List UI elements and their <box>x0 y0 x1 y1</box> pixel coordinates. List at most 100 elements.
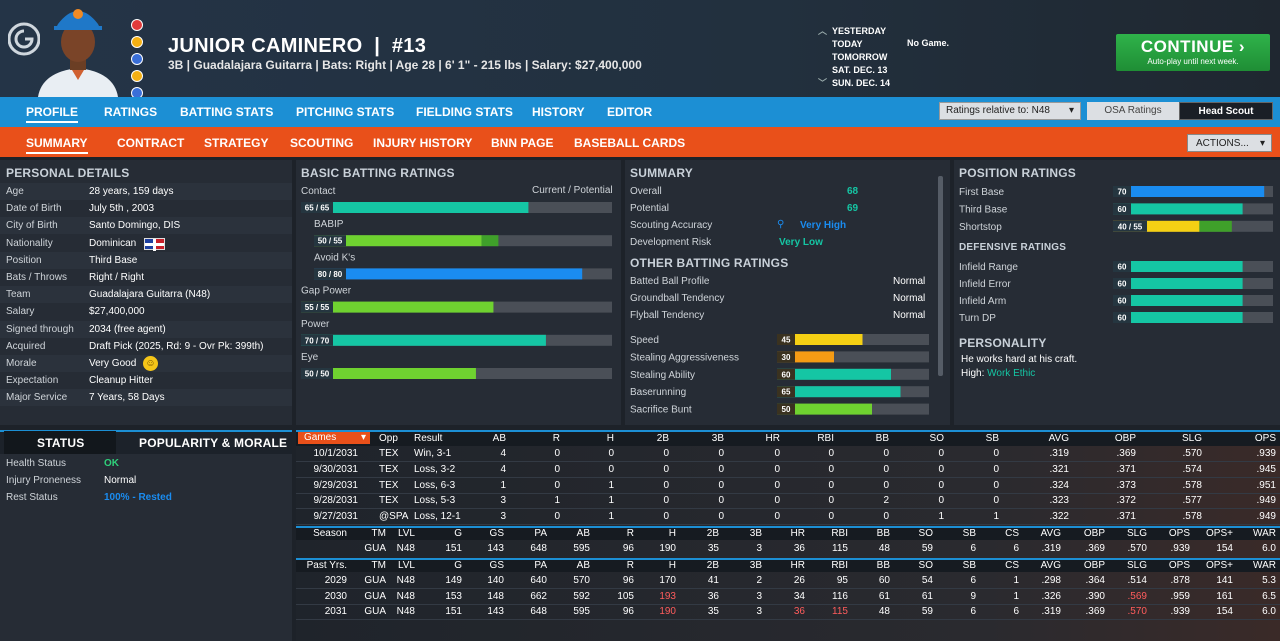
summary-scrollbar[interactable] <box>937 164 945 422</box>
game-logo-icon[interactable] <box>8 22 40 56</box>
games-cell: 0 <box>663 448 669 459</box>
tab-scouting[interactable]: SCOUTING <box>290 136 354 150</box>
past-cell: 6.5 <box>1262 590 1276 602</box>
batting-bar-current <box>301 334 546 346</box>
speed-bar-track <box>777 351 929 363</box>
award-badge-icon <box>131 70 143 82</box>
potential-label: Potential <box>630 203 669 214</box>
tab-contract[interactable]: CONTRACT <box>117 136 185 150</box>
past-cell: 6.0 <box>1262 606 1276 618</box>
past-cell: 35 <box>707 606 719 618</box>
past-header: AB <box>576 560 590 571</box>
season-header: Season <box>313 528 347 539</box>
games-cell: 1 <box>608 495 614 507</box>
season-header: R <box>626 528 634 539</box>
games-cell: 0 <box>718 479 724 491</box>
personal-label: Morale <box>6 358 37 369</box>
date-yesterday[interactable]: ︿ YESTERDAY <box>818 25 887 37</box>
past-cell: 61 <box>878 590 890 602</box>
tab-batting-stats[interactable]: BATTING STATS <box>180 105 274 119</box>
personal-value: $27,400,000 <box>89 306 145 318</box>
tab-strategy[interactable]: STRATEGY <box>204 136 269 150</box>
tab-baseball-cards[interactable]: BASEBALL CARDS <box>574 136 686 150</box>
personal-row: Age 28 years, 159 days <box>0 183 292 200</box>
position-bar-value-box <box>1113 220 1147 232</box>
past-cell: 34 <box>793 590 805 602</box>
table-row[interactable] <box>296 479 1280 494</box>
tab-ratings[interactable]: RATINGS <box>104 105 158 119</box>
date-dec-13[interactable]: SAT. DEC. 13 <box>832 64 888 75</box>
date-tomorrow[interactable]: TOMORROW <box>832 51 888 62</box>
games-cell: @SPA <box>379 511 409 523</box>
player-avatar <box>24 0 132 97</box>
season-header: SB <box>962 528 976 539</box>
games-cell: 0 <box>554 479 560 491</box>
season-cell: 59 <box>921 543 933 554</box>
past-cell: 148 <box>487 590 504 602</box>
defense-bar-value: 60 <box>1118 297 1127 306</box>
table-row[interactable] <box>296 447 1280 462</box>
tab-pitching-stats[interactable]: PITCHING STATS <box>296 105 395 119</box>
past-header: LVL <box>397 560 415 571</box>
season-cell: 6 <box>1013 543 1019 554</box>
season-cell: 36 <box>793 543 805 554</box>
tab-profile[interactable]: PROFILE <box>26 105 79 123</box>
table-row[interactable] <box>296 510 1280 526</box>
games-cell: .321 <box>1049 463 1069 475</box>
past-cell: 2029 <box>324 575 347 586</box>
speed-value: 65 <box>782 388 791 397</box>
ratings-relative-select[interactable]: Ratings relative to: N48 ▾ <box>939 102 1081 120</box>
past-cell: 640 <box>530 575 547 586</box>
table-row[interactable] <box>296 574 1280 589</box>
tab-editor[interactable]: EDITOR <box>607 105 653 119</box>
tab-bnn-page[interactable]: BNN PAGE <box>491 136 554 150</box>
defense-bar-value-box <box>1113 261 1131 272</box>
binoculars-icon: ⚲ <box>777 219 785 230</box>
date-today[interactable]: TODAY <box>832 38 863 49</box>
personal-label: Team <box>6 289 31 301</box>
continue-button[interactable]: CONTINUE › Auto-play until next week. <box>1116 34 1270 71</box>
tab-history[interactable]: HISTORY <box>532 105 585 119</box>
other-batting-title: OTHER BATTING RATINGS <box>630 256 789 270</box>
games-header: H <box>606 433 614 444</box>
table-row[interactable] <box>296 605 1280 621</box>
head-scout-toggle[interactable]: Head Scout <box>1179 102 1273 120</box>
tab-injury-history[interactable]: INJURY HISTORY <box>373 136 473 150</box>
table-row[interactable] <box>296 590 1280 605</box>
past-header: RBI <box>831 560 848 571</box>
personal-value: 2034 (free agent) <box>89 323 166 335</box>
past-cell: .570 <box>1127 606 1147 618</box>
games-select[interactable]: Games ▾ <box>298 432 370 444</box>
table-row[interactable] <box>296 494 1280 510</box>
games-cell: 0 <box>608 448 614 459</box>
groundball-label: Groundball Tendency <box>630 293 725 304</box>
season-header: SO <box>918 528 933 539</box>
season-header: TM <box>371 528 386 539</box>
games-cell: .371 <box>1116 511 1136 523</box>
past-cell: 59 <box>921 606 933 618</box>
personal-value: July 5th , 2003 <box>89 203 155 215</box>
tab-popularity-morale[interactable]: POPULARITY & MORALE <box>139 436 288 450</box>
chevron-up-icon[interactable]: ︿ <box>818 26 828 36</box>
tab-summary[interactable]: SUMMARY <box>26 136 88 154</box>
position-bar-label: Shortstop <box>959 222 1002 233</box>
past-header: SO <box>918 560 933 571</box>
games-cell: TEX <box>379 463 399 475</box>
tab-status[interactable]: STATUS <box>37 436 85 450</box>
player-header: JUNIOR CAMINERO | #13 3B | Guadalajara G… <box>0 0 1280 150</box>
chevron-down-icon[interactable]: ﹀ <box>818 78 828 88</box>
position-bar-value: 40 / 55 <box>1118 222 1143 231</box>
personal-label: Major Service <box>6 392 68 404</box>
tab-fielding-stats[interactable]: FIELDING STATS <box>416 105 513 119</box>
games-cell: 0 <box>774 479 780 491</box>
table-row[interactable] <box>296 463 1280 478</box>
date-dec-14[interactable]: ﹀ SUN. DEC. 14 <box>818 77 891 89</box>
speed-value-box <box>777 368 795 380</box>
past-cell: 2031 <box>324 606 347 618</box>
past-cell: 570 <box>573 575 590 586</box>
games-cell: 3 <box>500 495 506 507</box>
osa-ratings-toggle[interactable]: OSA Ratings <box>1087 102 1179 120</box>
season-header: OPS <box>1168 528 1190 539</box>
award-badge-icon <box>131 36 143 48</box>
actions-dropdown[interactable]: ACTIONS... ▾ <box>1187 134 1272 152</box>
